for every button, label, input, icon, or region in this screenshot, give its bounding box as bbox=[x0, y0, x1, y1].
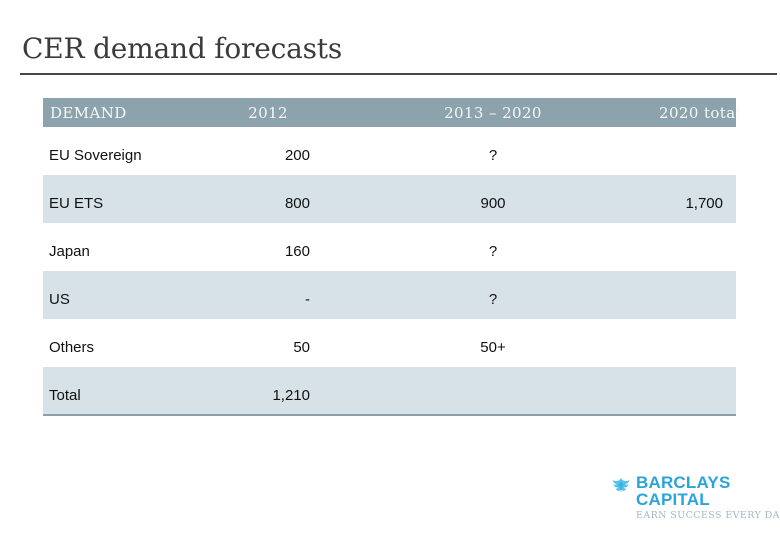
cell-2013-2020: 900 bbox=[328, 175, 658, 223]
barclays-eagle-icon bbox=[612, 477, 630, 493]
column-header-2020-total: 2020 total bbox=[658, 98, 740, 127]
cell-2020-total bbox=[658, 319, 736, 367]
table-row: Total 1,210 bbox=[43, 367, 736, 416]
logo-line-barclays: BARCLAYS bbox=[636, 473, 731, 492]
cell-2020-total: 1,700 bbox=[658, 175, 736, 223]
page-title: CER demand forecasts bbox=[22, 32, 342, 65]
row-label: EU Sovereign bbox=[49, 147, 142, 164]
row-label: Others bbox=[49, 339, 95, 356]
row-label: Japan bbox=[49, 243, 90, 260]
column-header-2012: 2012 bbox=[193, 98, 328, 127]
column-header-demand: DEMAND bbox=[43, 98, 193, 127]
column-header-2013-2020: 2013 – 2020 bbox=[328, 98, 658, 127]
cell-2012: 160 bbox=[284, 243, 310, 260]
table-row: EU Sovereign 200 ? bbox=[43, 127, 736, 175]
cell-2013-2020: ? bbox=[328, 271, 658, 319]
table-row: US - ? bbox=[43, 271, 736, 319]
barclays-capital-logo: BARCLAYS CAPITAL EARN SUCCESS EVERY DAY bbox=[612, 472, 780, 527]
table-row: Japan 160 ? bbox=[43, 223, 736, 271]
table-row: Others 50 50+ bbox=[43, 319, 736, 367]
cell-2020-total bbox=[658, 271, 736, 319]
cell-2013-2020 bbox=[328, 367, 658, 416]
cell-2020-total bbox=[658, 223, 736, 271]
cell-2012: 50 bbox=[293, 339, 310, 356]
row-label: EU ETS bbox=[43, 175, 193, 223]
table-row: EU ETS 800 900 1,700 bbox=[43, 175, 736, 223]
row-label: Total bbox=[43, 367, 193, 416]
cell-2013-2020: ? bbox=[488, 243, 498, 260]
logo-wordmark: BARCLAYS CAPITAL bbox=[636, 474, 731, 508]
cer-demand-table: DEMAND 2012 2013 – 2020 2020 total EU So… bbox=[43, 98, 740, 416]
cell-2020-total bbox=[658, 367, 736, 416]
table-header-row: DEMAND 2012 2013 – 2020 2020 total bbox=[43, 98, 740, 127]
row-label: US bbox=[43, 271, 193, 319]
cell-2012: 800 bbox=[193, 175, 328, 223]
logo-tagline: EARN SUCCESS EVERY DAY bbox=[636, 510, 780, 521]
cell-2013-2020: 50+ bbox=[480, 339, 506, 356]
cell-2012: - bbox=[193, 271, 328, 319]
cell-2012: 200 bbox=[284, 147, 310, 164]
cell-2012: 1,210 bbox=[193, 367, 328, 416]
cell-2020-total bbox=[658, 127, 736, 175]
logo-line-capital: CAPITAL bbox=[636, 490, 710, 509]
title-divider bbox=[20, 73, 777, 75]
cell-2013-2020: ? bbox=[488, 147, 498, 164]
